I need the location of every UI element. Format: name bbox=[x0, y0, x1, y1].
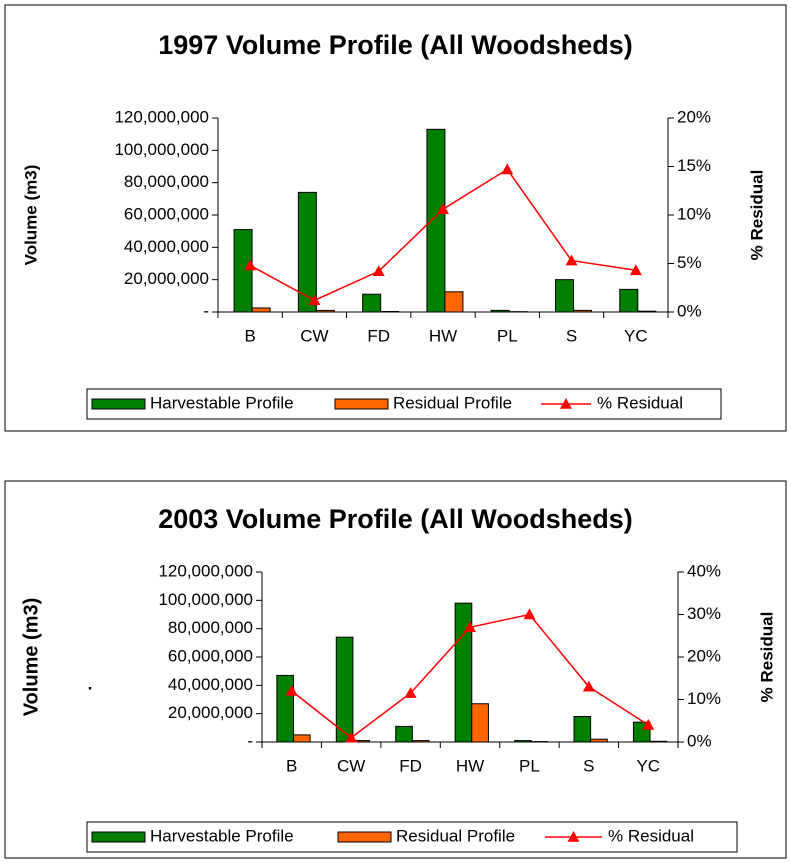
y-tick-label: - bbox=[203, 301, 209, 320]
legend-label: Harvestable Profile bbox=[150, 826, 294, 845]
line-marker bbox=[501, 163, 514, 175]
legend-marker bbox=[560, 398, 572, 409]
y2-tick-label: 5% bbox=[677, 253, 702, 272]
y-tick-label: 60,000,000 bbox=[124, 204, 209, 223]
y-axis-label: Volume (m3) bbox=[21, 165, 40, 266]
y2-tick-label: 20% bbox=[687, 646, 721, 665]
bar bbox=[426, 128, 446, 313]
y2-tick-label: 20% bbox=[677, 107, 711, 126]
y2-tick-label: 40% bbox=[687, 561, 721, 580]
chart-frame bbox=[4, 4, 787, 432]
x-tick-label: CW bbox=[300, 326, 328, 345]
x-tick-label: FD bbox=[367, 326, 390, 345]
bar bbox=[335, 636, 354, 743]
y-tick-label: 20,000,000 bbox=[168, 703, 253, 722]
line-marker bbox=[629, 264, 642, 276]
legend-label: % Residual bbox=[597, 393, 683, 412]
legend-label: Residual Profile bbox=[396, 826, 515, 845]
line-marker bbox=[404, 687, 417, 698]
bar bbox=[555, 279, 574, 313]
legend-swatch bbox=[337, 831, 392, 843]
line-marker bbox=[308, 294, 321, 306]
y-tick-label: 40,000,000 bbox=[168, 675, 253, 694]
legend-marker bbox=[567, 831, 580, 842]
bar bbox=[362, 293, 382, 313]
y-tick-label: 60,000,000 bbox=[168, 646, 253, 665]
y-tick-label: 80,000,000 bbox=[124, 172, 209, 191]
legend-label: % Residual bbox=[608, 826, 694, 845]
bar bbox=[573, 716, 592, 743]
chart-title: 2003 Volume Profile (All Woodsheds) bbox=[158, 504, 633, 534]
bar bbox=[233, 229, 253, 313]
bar bbox=[297, 191, 317, 313]
line-marker bbox=[642, 719, 655, 730]
bar bbox=[276, 674, 294, 743]
y-tick-label: 20,000,000 bbox=[124, 269, 209, 288]
y-tick-label: - bbox=[247, 731, 253, 750]
line-marker bbox=[464, 621, 476, 633]
y2-axis-label: % Residual bbox=[757, 612, 776, 703]
line-marker bbox=[582, 680, 595, 692]
legend-label: Residual Profile bbox=[393, 393, 512, 412]
legend-swatch bbox=[91, 831, 146, 843]
y-axis-label: Volume (m3) bbox=[20, 598, 42, 717]
y2-tick-label: 10% bbox=[687, 689, 721, 708]
x-tick-label: HW bbox=[456, 756, 484, 775]
x-tick-label: YC bbox=[624, 326, 648, 345]
y-tick-label: 100,000,000 bbox=[158, 590, 253, 609]
bar bbox=[395, 725, 413, 743]
y2-tick-label: 30% bbox=[687, 604, 721, 623]
y2-axis-label: % Residual bbox=[747, 170, 766, 261]
y2-tick-label: 0% bbox=[687, 731, 712, 750]
line-marker bbox=[244, 259, 257, 271]
legend-label: Harvestable Profile bbox=[150, 393, 294, 412]
x-tick-label: S bbox=[566, 326, 577, 345]
chart-title: 1997 Volume Profile (All Woodsheds) bbox=[158, 30, 633, 60]
line-marker bbox=[372, 265, 385, 277]
x-tick-label: FD bbox=[399, 756, 422, 775]
x-tick-label: PL bbox=[519, 756, 540, 775]
x-tick-label: HW bbox=[429, 326, 457, 345]
line-marker bbox=[437, 203, 449, 214]
y-tick-label: 120,000,000 bbox=[158, 561, 253, 580]
x-tick-label: YC bbox=[636, 756, 660, 775]
bar bbox=[292, 734, 311, 743]
x-tick-label: B bbox=[244, 326, 255, 345]
y-tick-label: 100,000,000 bbox=[114, 140, 209, 159]
bar bbox=[444, 291, 464, 313]
y-tick-label: 40,000,000 bbox=[124, 237, 209, 256]
line-marker bbox=[565, 254, 578, 266]
bar bbox=[471, 703, 489, 743]
legend-box bbox=[86, 388, 722, 420]
x-tick-label: S bbox=[583, 756, 594, 775]
legend-swatch bbox=[334, 398, 389, 410]
line-marker bbox=[345, 731, 358, 743]
y-tick-label: 120,000,000 bbox=[114, 107, 209, 126]
legend-box bbox=[86, 821, 738, 853]
x-tick-label: B bbox=[286, 756, 297, 775]
line-marker bbox=[285, 685, 298, 696]
y2-tick-label: 0% bbox=[677, 301, 702, 320]
annotation: . bbox=[88, 674, 93, 693]
bar bbox=[251, 307, 271, 313]
y-tick-label: 80,000,000 bbox=[168, 618, 253, 637]
bar bbox=[619, 288, 639, 313]
line-marker bbox=[523, 608, 536, 620]
legend-swatch bbox=[91, 398, 146, 410]
y2-tick-label: 15% bbox=[677, 156, 711, 175]
y2-tick-label: 10% bbox=[677, 204, 711, 223]
x-tick-label: PL bbox=[497, 326, 518, 345]
chart-frame bbox=[4, 480, 787, 859]
x-tick-label: CW bbox=[337, 756, 365, 775]
